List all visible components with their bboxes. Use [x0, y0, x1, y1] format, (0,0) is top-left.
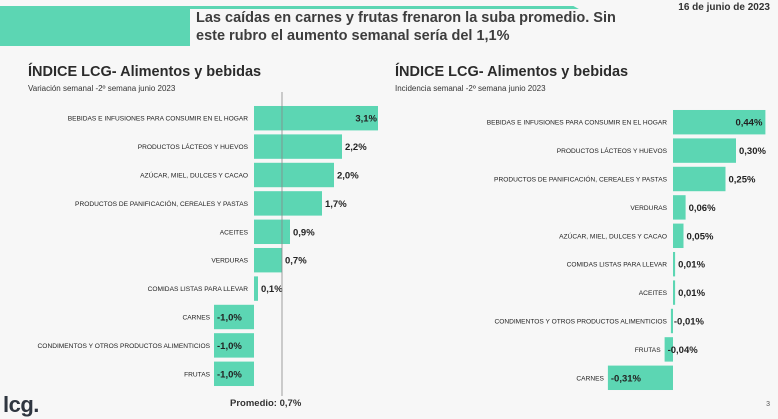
bar: [673, 109, 766, 135]
value-label: -1,0%: [217, 313, 242, 324]
category-label: COMIDAS LISTAS PARA LLEVAR: [148, 286, 249, 293]
page-number: 3: [766, 401, 770, 408]
bar: [670, 308, 673, 334]
bar: [254, 191, 322, 216]
value-label: 0,05%: [687, 231, 714, 242]
category-label: COMIDAS LISTAS PARA LLEVAR: [567, 262, 668, 269]
value-label: 0,1%: [261, 284, 283, 295]
category-label: AZÚCAR, MIEL, DULCES Y CACAO: [140, 171, 248, 180]
category-label: BEBIDAS E INFUSIONES PARA CONSUMIR EN EL…: [487, 120, 668, 127]
bar: [214, 304, 254, 330]
value-label: 0,44%: [735, 118, 762, 129]
value-label: 1,7%: [325, 199, 347, 210]
chart-2-subtitle: Incidencia semanal -2º semana junio 2023: [395, 84, 546, 93]
category-label: CARNES: [576, 375, 604, 382]
headline: Las caídas en carnes y frutas frenaron l…: [190, 9, 630, 47]
bar: [254, 105, 378, 131]
bar: [673, 166, 726, 192]
category-label: VERDURAS: [211, 258, 248, 265]
bar: [254, 247, 282, 273]
value-label: -0,01%: [674, 317, 705, 328]
value-label: 3,1%: [355, 114, 377, 125]
value-label: -1,0%: [217, 341, 242, 352]
category-label: ACEITES: [220, 229, 249, 236]
category-label: CARNES: [183, 315, 211, 322]
bar: [254, 219, 290, 245]
bar: [673, 138, 736, 163]
bar: [254, 162, 334, 188]
chart-1-subtitle: Variación semanal -2º semana junio 2023: [28, 84, 176, 93]
value-label: 2,0%: [337, 171, 359, 182]
bar: [214, 333, 254, 358]
bar: [607, 365, 673, 391]
value-label: 2,2%: [345, 142, 367, 153]
bar: [254, 134, 342, 159]
average-label: Promedio: 0,7%: [230, 398, 302, 409]
value-label: 0,06%: [689, 203, 716, 214]
bar: [673, 280, 676, 305]
bar: [673, 251, 676, 277]
value-label: 0,7%: [285, 256, 307, 267]
bar: [664, 337, 673, 362]
value-label: 0,30%: [739, 146, 766, 157]
category-label: FRUTAS: [635, 347, 661, 354]
category-label: PRODUCTOS DE PANIFICACIÓN, CEREALES Y PA…: [75, 199, 249, 208]
value-label: 0,01%: [678, 288, 705, 299]
category-label: FRUTAS: [184, 371, 210, 378]
value-label: 0,9%: [293, 227, 315, 238]
category-label: AZÚCAR, MIEL, DULCES Y CACAO: [559, 231, 667, 240]
chart-1-title: ÍNDICE LCG- Alimentos y bebidas: [28, 64, 262, 80]
category-label: PRODUCTOS LÁCTEOS Y HUEVOS: [138, 142, 249, 151]
bar: [673, 223, 684, 249]
value-label: -0,31%: [611, 373, 642, 384]
value-label: 0,01%: [678, 260, 705, 271]
category-label: CONDIMENTOS Y OTROS PRODUCTOS ALIMENTICI…: [38, 343, 211, 350]
category-label: VERDURAS: [630, 205, 667, 212]
value-label: -1,0%: [217, 369, 242, 380]
lcg-logo: lcg.: [3, 392, 39, 417]
category-label: ACEITES: [639, 290, 668, 297]
category-label: PRODUCTOS DE PANIFICACIÓN, CEREALES Y PA…: [494, 175, 668, 184]
category-label: PRODUCTOS LÁCTEOS Y HUEVOS: [557, 146, 668, 155]
category-label: CONDIMENTOS Y OTROS PRODUCTOS ALIMENTICI…: [494, 319, 667, 326]
bar: [214, 361, 254, 387]
category-label: BEBIDAS E INFUSIONES PARA CONSUMIR EN EL…: [68, 116, 249, 123]
bar: [254, 276, 258, 301]
value-label: 0,25%: [729, 175, 756, 186]
bar: [673, 195, 686, 220]
report-date: 16 de junio de 2023: [678, 2, 770, 13]
chart-2-title: ÍNDICE LCG- Alimentos y bebidas: [395, 64, 629, 80]
value-label: -0,04%: [668, 345, 699, 356]
